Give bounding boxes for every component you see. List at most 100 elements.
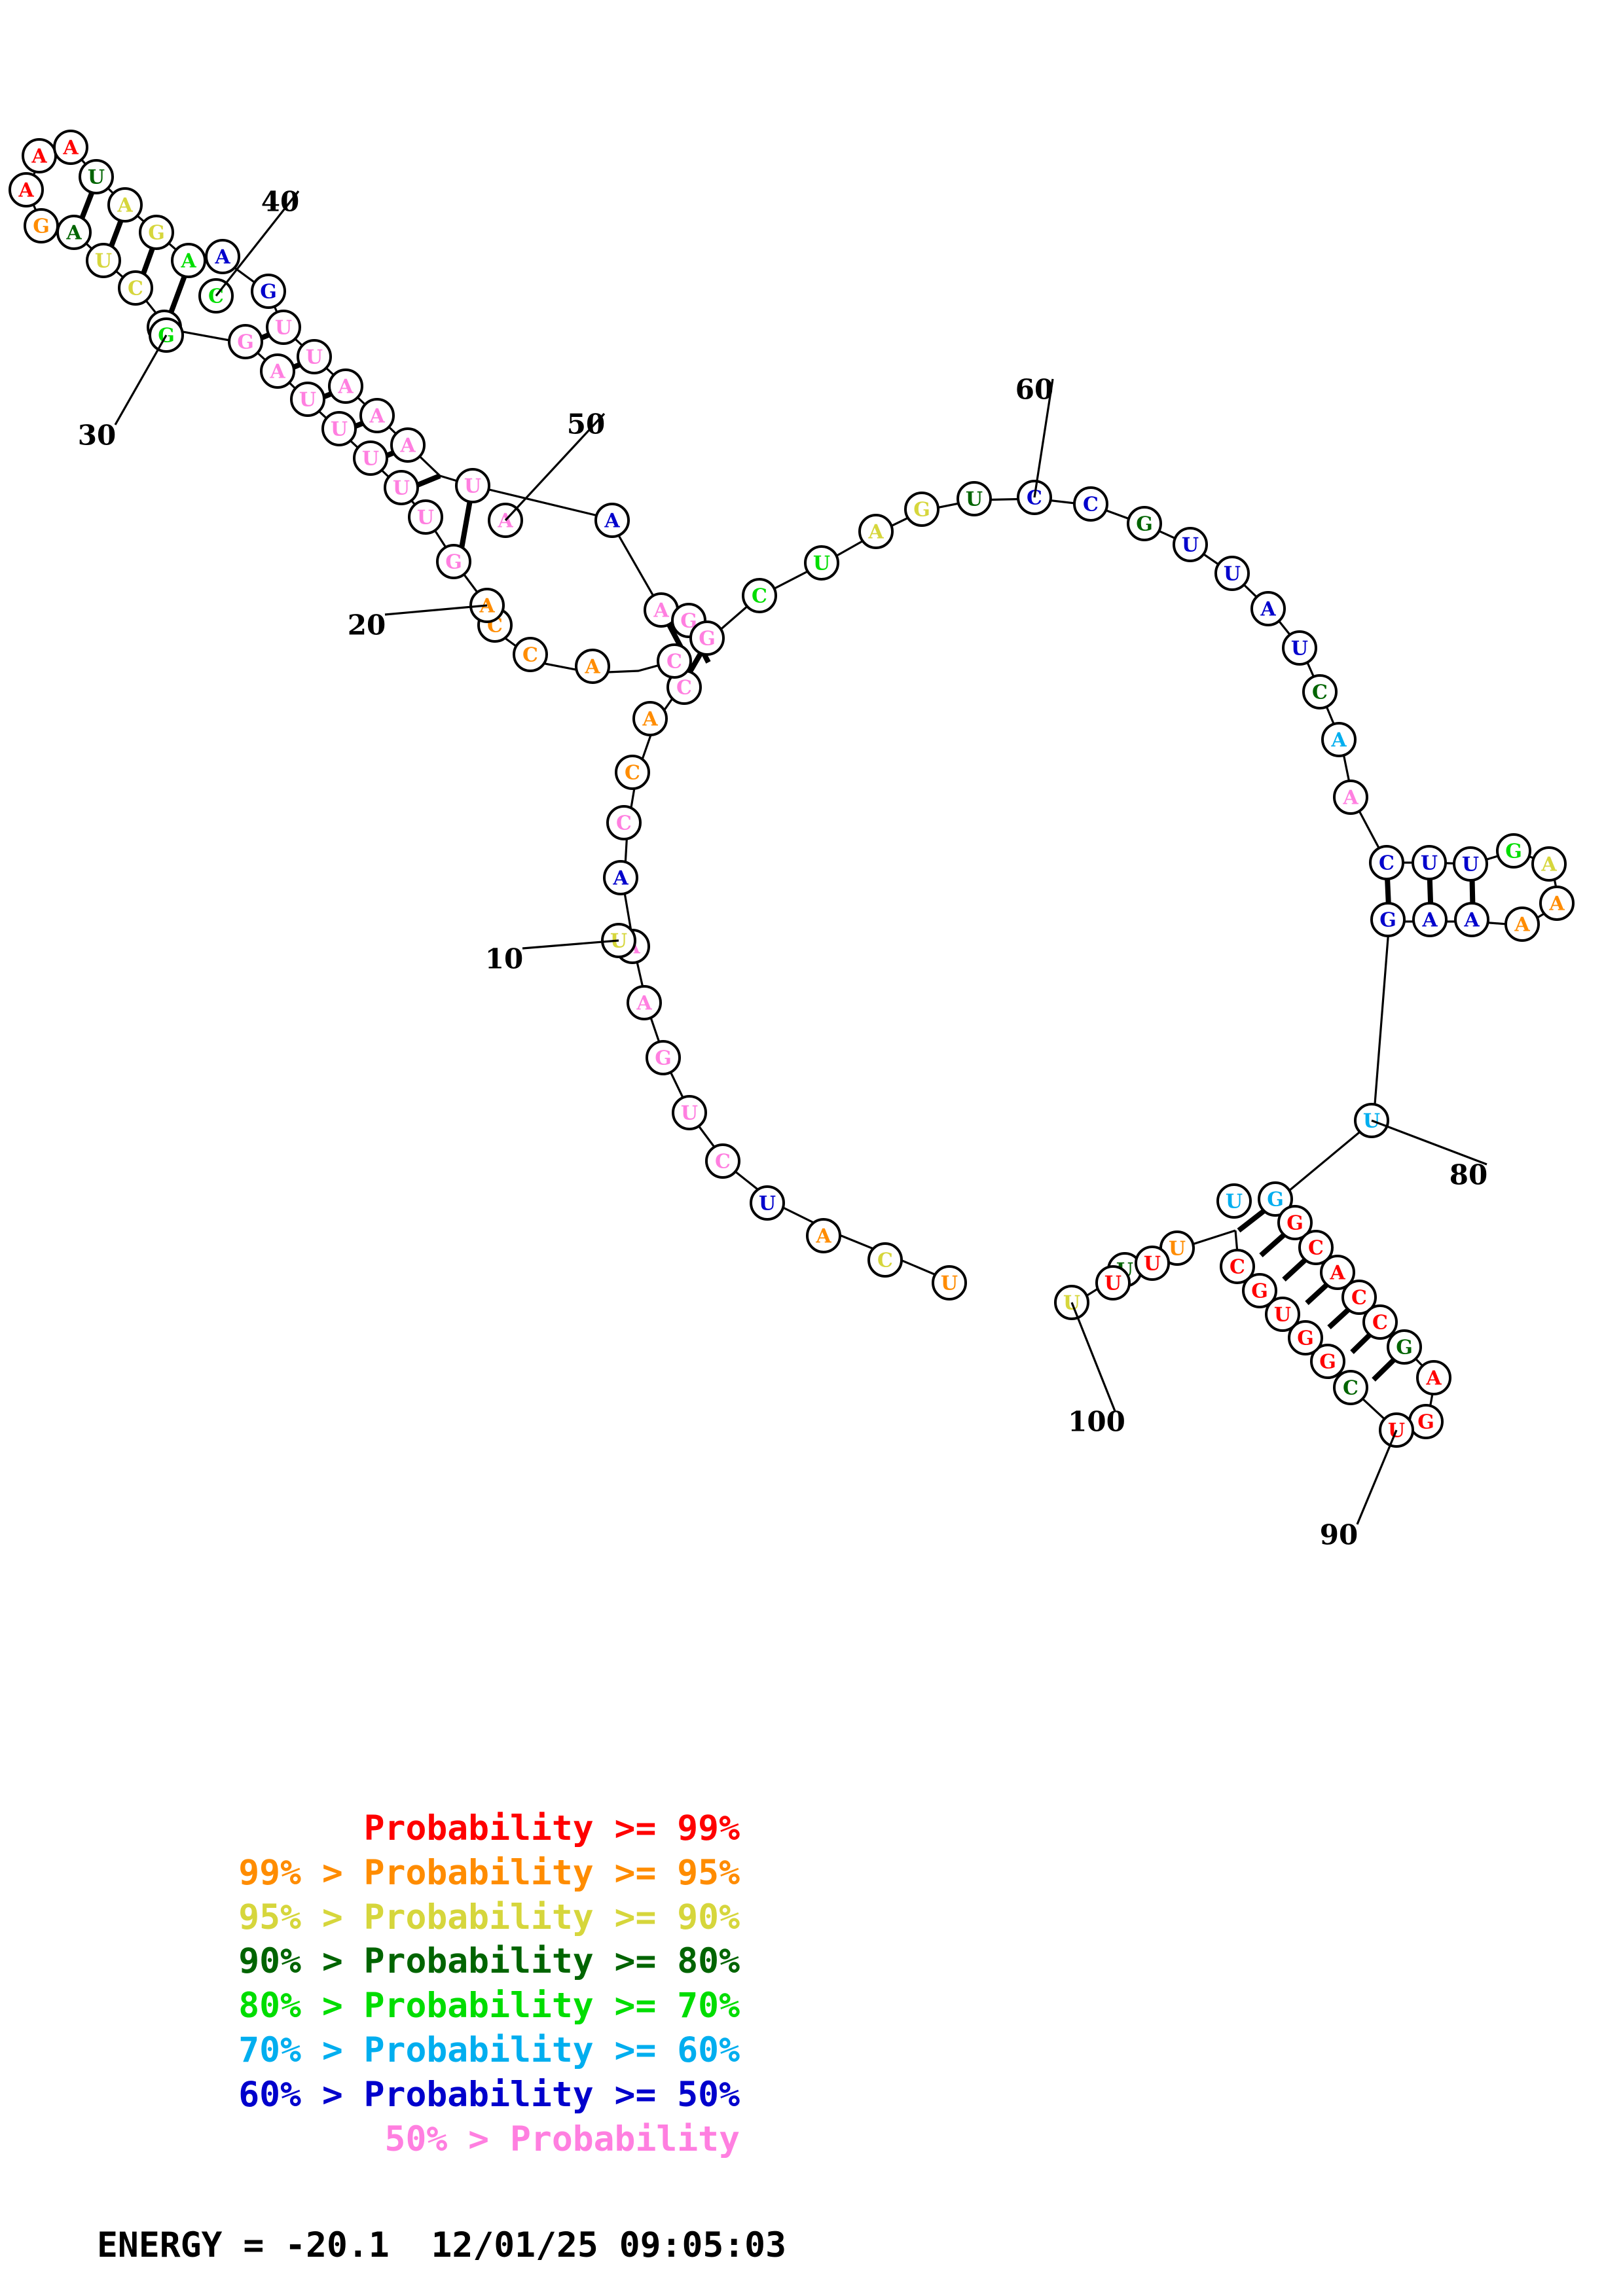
nucleotide-group: UCAUCUGAAUACCACCACCAGUUUUUAGAGCUAGAAAUAG… — [9, 130, 1575, 1448]
nucleotide-circle — [513, 637, 548, 672]
nucleotide-47: A — [328, 368, 363, 404]
nucleotide-letter: U — [1224, 563, 1241, 586]
position-label-50: 50 — [567, 408, 605, 440]
nucleotide-7: G — [646, 1040, 681, 1075]
nucleotide-letter: G — [1505, 840, 1522, 863]
nucleotide-18: C — [513, 637, 548, 672]
nucleotide-letter: G — [913, 499, 930, 522]
nucleotide-72: U — [1412, 845, 1447, 880]
nucleotide-letter: G — [445, 551, 462, 574]
nucleotide-letter: C — [666, 651, 682, 673]
position-leader-line — [215, 190, 300, 296]
legend-row-6: 60% > Probability >= 50% — [238, 2074, 740, 2115]
legend-row-0: Probability >= 99% — [363, 1808, 740, 1848]
nucleotide-55: G — [689, 620, 725, 656]
nucleotide-letter: U — [1462, 853, 1479, 876]
backbone-segment — [757, 497, 1354, 799]
nucleotide-letter: U — [306, 346, 323, 369]
nucleotide-1: U — [932, 1265, 967, 1300]
nucleotide-circle — [86, 243, 121, 278]
rna-structure-panel: UCAUCUGAAUACCACCACCAGUUUUUAGAGCUAGAAAUAG… — [9, 130, 1575, 1551]
nucleotide-letter: A — [1342, 787, 1359, 810]
nucleotide-circle — [1258, 1181, 1293, 1217]
nucleotide-letter: C — [1351, 1287, 1367, 1310]
nucleotide-circle — [1288, 1320, 1323, 1355]
nucleotide-circle — [1302, 674, 1338, 709]
nucleotide-78: A — [1454, 902, 1489, 937]
legend-row-4: 80% > Probability >= 70% — [238, 1986, 740, 2026]
nucleotide-91: G — [1408, 1404, 1444, 1439]
nucleotide-letter: G — [1297, 1327, 1314, 1350]
nucleotide-circle — [384, 470, 419, 505]
nucleotide-11: A — [603, 860, 638, 895]
nucleotide-letter: U — [681, 1102, 698, 1125]
nucleotide-letter: C — [1379, 852, 1395, 875]
nucleotide-34: G — [24, 208, 59, 243]
position-label-40: 40 — [261, 186, 299, 218]
nucleotide-93: C — [1333, 1370, 1368, 1405]
position-leader-line — [1070, 1302, 1116, 1412]
nucleotide-letter: U — [88, 166, 105, 189]
nucleotide-letter: A — [180, 250, 196, 273]
nucleotide-letter: C — [752, 585, 767, 608]
nucleotide-letter: G — [1379, 909, 1396, 932]
nucleotide-letter: U — [1182, 534, 1199, 557]
nucleotide-59: G — [904, 492, 939, 527]
nucleotide-circle — [1095, 1265, 1131, 1300]
nucleotide-letter: U — [417, 507, 434, 529]
nucleotide-15: C — [666, 670, 702, 705]
nucleotide-8: A — [627, 985, 662, 1020]
nucleotide-letter: A — [1421, 909, 1438, 932]
nucleotide-circle — [646, 1040, 681, 1075]
nucleotide-circle — [689, 620, 725, 656]
backbone-segment — [623, 888, 955, 1284]
nucleotide-circle — [858, 514, 894, 549]
nucleotide-circle — [455, 468, 490, 503]
nucleotide-letter: A — [1330, 729, 1347, 752]
position-label-90: 90 — [1320, 1519, 1358, 1551]
nucleotide-letter: A — [1463, 909, 1480, 932]
nucleotide-circle — [575, 649, 610, 684]
nucleotide-letter: C — [1312, 681, 1328, 704]
nucleotide-circle — [672, 1095, 707, 1130]
nucleotide-letter: U — [393, 477, 410, 500]
nucleotide-21: G — [436, 544, 471, 579]
nucleotide-circle — [1135, 1246, 1170, 1281]
nucleotide-letter: G — [1417, 1411, 1434, 1434]
nucleotide-circle — [297, 339, 332, 374]
position-label-100: 100 — [1068, 1406, 1125, 1438]
nucleotide-98: C — [1220, 1249, 1255, 1284]
nucleotide-71: C — [1369, 845, 1404, 880]
nucleotide-letter: G — [1286, 1212, 1304, 1235]
nucleotide-letter: A — [369, 405, 385, 428]
nucleotide-letter: U — [966, 488, 983, 511]
nucleotide-2: C — [867, 1242, 903, 1278]
nucleotide-letter: A — [117, 194, 133, 217]
nucleotide-circle — [171, 243, 206, 278]
nucleotide-33: A — [56, 215, 92, 250]
nucleotide-letter: G — [1251, 1280, 1268, 1303]
nucleotide-circle — [251, 274, 286, 309]
nucleotide-22: U — [408, 499, 443, 535]
nucleotide-letter: C — [128, 278, 143, 300]
backbone-segment — [472, 484, 610, 520]
position-label-10: 10 — [485, 943, 523, 975]
position-label-80: 80 — [1450, 1159, 1487, 1191]
nucleotide-77: A — [1504, 906, 1540, 942]
nucleotide-letter: U — [95, 250, 112, 273]
legend-rows: Probability >= 99% 99% > Probability >= 9… — [0, 1806, 1623, 2162]
nucleotide-circle — [1265, 1297, 1300, 1332]
position-leader-line — [384, 604, 488, 616]
nucleotide-letter: U — [1291, 637, 1308, 660]
nucleotide-circle — [1298, 1230, 1334, 1265]
nucleotide-circle — [1333, 780, 1368, 815]
nucleotide-circle — [806, 1218, 841, 1253]
nucleotide-letter: U — [299, 389, 316, 412]
nucleotide-letter: G — [1136, 513, 1153, 536]
nucleotide-14: A — [632, 701, 668, 736]
nucleotide-circle — [24, 208, 59, 243]
nucleotide-circle — [1250, 591, 1286, 626]
nucleotide-letter: U — [331, 418, 348, 441]
nucleotide-circle — [1453, 846, 1488, 882]
nucleotide-letter: A — [642, 708, 658, 731]
